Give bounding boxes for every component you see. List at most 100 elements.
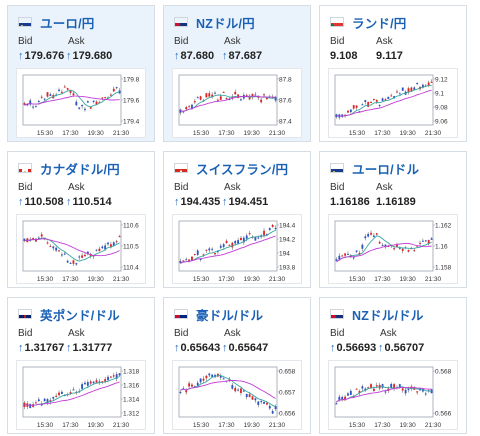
candle-body [211,248,214,250]
candle-body [193,253,196,255]
candle-body [341,255,344,257]
card-title[interactable]: スイスフラン/円 [174,160,289,177]
currency-pair-link[interactable]: ランド/円 [352,16,407,31]
currency-pair-link[interactable]: NZドル/ドル [352,308,424,323]
up-arrow-icon: ↑ [66,50,72,62]
ma-long-line [180,235,276,264]
rate-card-nzd-usd[interactable]: NZドル/ドル Bid Ask ↑0.56693 ↑0.56707 0.568 0.566 1… [319,297,467,434]
currency-pair-link[interactable]: 英ポンド/ドル [40,308,120,323]
currency-pair-link[interactable]: ユーロ/円 [40,16,95,31]
card-title[interactable]: ユーロ/円 [18,14,95,31]
candle-body [268,405,271,409]
card-title[interactable]: カナダドル/円 [18,160,120,177]
candle-body [182,260,185,262]
rate-card-nzd-jpy[interactable]: NZドル/円 Bid Ask ↑87.680 ↑87.687 87.8 87.6 87.4 15… [163,5,311,142]
chart-container[interactable]: 194.4 194.2 194 193.8 15:30 17:30 19:30 21:30 [172,214,302,284]
x-tick-label: 19:30 [244,422,261,429]
candle-body [401,388,404,391]
chart-container[interactable]: 0.568 0.566 15:30 17:30 19:30 21:30 [328,360,458,430]
up-arrow-icon: ↑ [18,342,24,354]
y-tick-label: 1.316 [123,383,140,390]
candle-body [202,254,205,256]
candle-body [29,403,32,409]
candle-body [361,386,364,389]
candle-body [364,388,367,391]
ask-value: 1.16189 [376,196,416,208]
candle-body [23,238,26,242]
currency-pair-link[interactable]: 豪ドル/ドル [196,308,264,323]
candle-body [263,402,265,404]
x-tick-label: 15:30 [37,276,54,283]
card-title[interactable]: NZドル/ドル [330,306,424,323]
rate-card-eur-usd[interactable]: ユーロ/ドル Bid Ask 1.16186 1.16189 1.162 1.16 1.158… [319,151,467,288]
candle-body [205,249,208,251]
rate-card-zar-jpy[interactable]: ランド/円 Bid Ask 9.108 9.117 9.12 9.1 9.08 9.06 15:3… [319,5,467,142]
candle-body [92,100,95,102]
candle-body [66,88,69,90]
chart-container[interactable]: 1.162 1.16 1.158 15:30 17:30 19:30 21:30 [328,214,458,284]
candle-body [35,106,37,108]
chart-container[interactable]: 9.12 9.1 9.08 9.06 15:30 17:30 19:30 21:30 [328,68,458,138]
candle-body [86,101,89,103]
candle-body [274,96,277,101]
chart-container[interactable]: 179.8 179.6 179.4 15:30 17:30 19:30 21:30 [16,68,146,138]
ask-label: Ask [68,36,85,47]
card-title[interactable]: 豪ドル/ドル [174,306,264,323]
candle-body [390,95,393,97]
candle-body [78,107,81,109]
candle-body [107,376,109,380]
candle-body [410,87,413,92]
au-flag-icon [174,309,188,319]
candle-body [367,233,370,237]
chart-container[interactable]: 110.6 110.5 110.4 15:30 17:30 19:30 21:30 [16,214,146,284]
candle-body [370,232,372,235]
card-title[interactable]: ユーロ/ドル [330,160,420,177]
candle-body [240,388,242,393]
chart-container[interactable]: 87.8 87.6 87.4 15:30 17:30 19:30 21:30 [172,68,302,138]
up-arrow-icon: ↑ [174,196,180,208]
candle-body [413,250,416,252]
candle-body [35,402,37,404]
ma-short-line [24,237,120,262]
currency-pair-link[interactable]: スイスフラン/円 [196,162,289,177]
bid-value: ↑1.31767 [18,342,65,354]
rate-card-gbp-usd[interactable]: 英ポンド/ドル Bid Ask ↑1.31767 ↑1.31777 1.318 1.316 1… [7,297,155,434]
candle-body [361,104,364,106]
candle-body [387,96,390,99]
candle-body [49,94,52,96]
candle-body [185,107,188,110]
candle-body [216,251,219,253]
candle-body [231,242,234,248]
chart-container[interactable]: 0.658 0.657 0.656 15:30 17:30 19:30 21:30 [172,360,302,430]
chart-container[interactable]: 1.318 1.316 1.314 1.312 15:30 17:30 19:30 21:30 [16,360,146,430]
card-title[interactable]: NZドル/円 [174,14,255,31]
bid-value: ↑0.56693 [330,342,377,354]
currency-pair-link[interactable]: ユーロ/ドル [352,162,420,177]
candle-body [63,86,66,88]
candle-body [372,98,375,100]
candle-body [341,396,344,400]
candle-body [95,101,98,105]
bid-label: Bid [174,36,189,47]
y-tick-label: 193.8 [279,265,296,272]
currency-pair-link[interactable]: カナダドル/円 [40,162,120,177]
candle-body [240,99,242,101]
x-tick-label: 15:30 [37,422,54,429]
rate-card-eur-jpy[interactable]: ユーロ/円 Bid Ask ↑179.676 ↑179.680 179.8 179.6 179… [7,5,155,142]
currency-pair-link[interactable]: NZドル/円 [196,16,255,31]
candle-body [191,384,193,387]
candle-body [370,101,372,103]
rate-card-chf-jpy[interactable]: スイスフラン/円 Bid Ask ↑194.435 ↑194.451 194.4 194.2… [163,151,311,288]
rate-card-aud-usd[interactable]: 豪ドル/ドル Bid Ask ↑0.65643 ↑0.65647 0.658 0.657 0.… [163,297,311,434]
candle-body [89,106,92,109]
candle-body [104,379,107,382]
candle-body [358,111,361,113]
candle-body [349,390,352,395]
candle-body [341,114,344,117]
candle-body [60,391,63,394]
card-title[interactable]: 英ポンド/ドル [18,306,120,323]
candle-body [101,246,104,249]
candle-body [355,388,358,390]
card-title[interactable]: ランド/円 [330,14,407,31]
rate-card-cad-jpy[interactable]: カナダドル/円 Bid Ask ↑110.508 ↑110.514 110.6 110.5 1… [7,151,155,288]
